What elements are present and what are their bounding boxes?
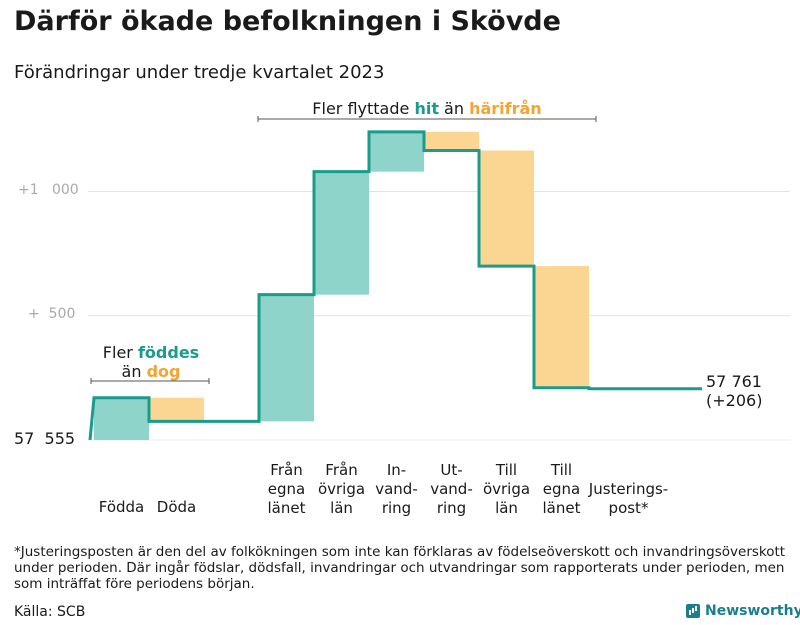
- bar-6: [424, 131, 479, 151]
- category-label-line: Till: [550, 461, 573, 479]
- category-label-5: In-vand-ring: [362, 461, 432, 518]
- brand-name: Newsworthy: [705, 603, 800, 619]
- category-label-line: egna: [542, 480, 581, 498]
- category-label-1: Döda: [142, 498, 212, 517]
- category-label-line: Från: [270, 461, 303, 479]
- y-tick-1000: +1 000: [18, 182, 79, 198]
- category-label-6: Ut-vand-ring: [417, 461, 487, 518]
- bar-chart-icon: [686, 604, 700, 618]
- category-label-line: länet: [542, 499, 581, 517]
- category-label-line: vand-: [430, 480, 473, 498]
- category-label-line: Från: [325, 461, 358, 479]
- births-annot-text1: Fler: [102, 343, 138, 362]
- category-label-line: ring: [436, 499, 467, 517]
- newsworthy-logo: Newsworthy: [686, 603, 800, 619]
- category-label-line: övriga: [317, 480, 366, 498]
- category-label-line: post*: [608, 499, 649, 517]
- bar-8: [534, 266, 589, 388]
- bar-0: [94, 397, 149, 440]
- category-label-3: Från egna länet: [252, 461, 322, 518]
- bar-7: [479, 150, 534, 267]
- category-label-line: övriga: [482, 480, 531, 498]
- category-label-line: vand-: [375, 480, 418, 498]
- category-label-line: länet: [267, 499, 306, 517]
- start-value-label: 57 555: [14, 429, 76, 448]
- category-label-line: ring: [381, 499, 412, 517]
- bar-4: [314, 171, 369, 295]
- category-label-line: län: [330, 499, 353, 517]
- category-label-line: Döda: [156, 498, 197, 516]
- bar-5: [369, 131, 424, 172]
- births-annot-bold1: föddes: [137, 343, 200, 362]
- footnote: *Justeringsposten är den del av folkökni…: [14, 544, 786, 592]
- bar-3: [259, 294, 314, 422]
- end-change: (+206): [706, 391, 763, 410]
- end-value-label: 57 761 (+206): [706, 372, 762, 410]
- category-label-4: Från övriga län: [307, 461, 377, 518]
- moves-annot-prefix: Fler flyttade: [312, 99, 415, 118]
- end-value: 57 761: [706, 372, 762, 391]
- bar-1: [149, 397, 204, 422]
- category-label-line: Ut-: [440, 461, 463, 479]
- category-label-0: Födda: [87, 498, 157, 517]
- source-label: Källa: SCB: [14, 604, 86, 620]
- category-label-line: Till: [495, 461, 518, 479]
- category-label-line: Justerings-: [588, 480, 669, 498]
- category-label-line: Födda: [98, 498, 145, 516]
- category-label-9: Justerings-post*: [574, 480, 684, 518]
- y-tick-500: + 500: [28, 306, 76, 322]
- moves-annot-harifran: härifrån: [469, 99, 542, 118]
- moves-annotation: Fler flyttade hit än härifrån: [258, 99, 596, 118]
- births-annot-bold2: dog: [146, 362, 181, 381]
- moves-annot-middle: än: [438, 99, 470, 118]
- births-annot-text2: än: [121, 362, 147, 381]
- births-annotation: Fler föddes än dog: [86, 343, 216, 381]
- chart-subtitle: Förändringar under tredje kvartalet 2023: [14, 62, 385, 83]
- category-label-line: egna: [267, 480, 306, 498]
- moves-annot-hit: hit: [414, 99, 439, 118]
- category-label-line: län: [495, 499, 518, 517]
- cumulative-step-line: [88, 130, 702, 441]
- category-label-8: Till egna länet: [527, 461, 597, 518]
- category-label-line: In-: [386, 461, 407, 479]
- chart-title: Därför ökade befolkningen i Skövde: [14, 6, 561, 37]
- category-label-7: Till övriga län: [472, 461, 542, 518]
